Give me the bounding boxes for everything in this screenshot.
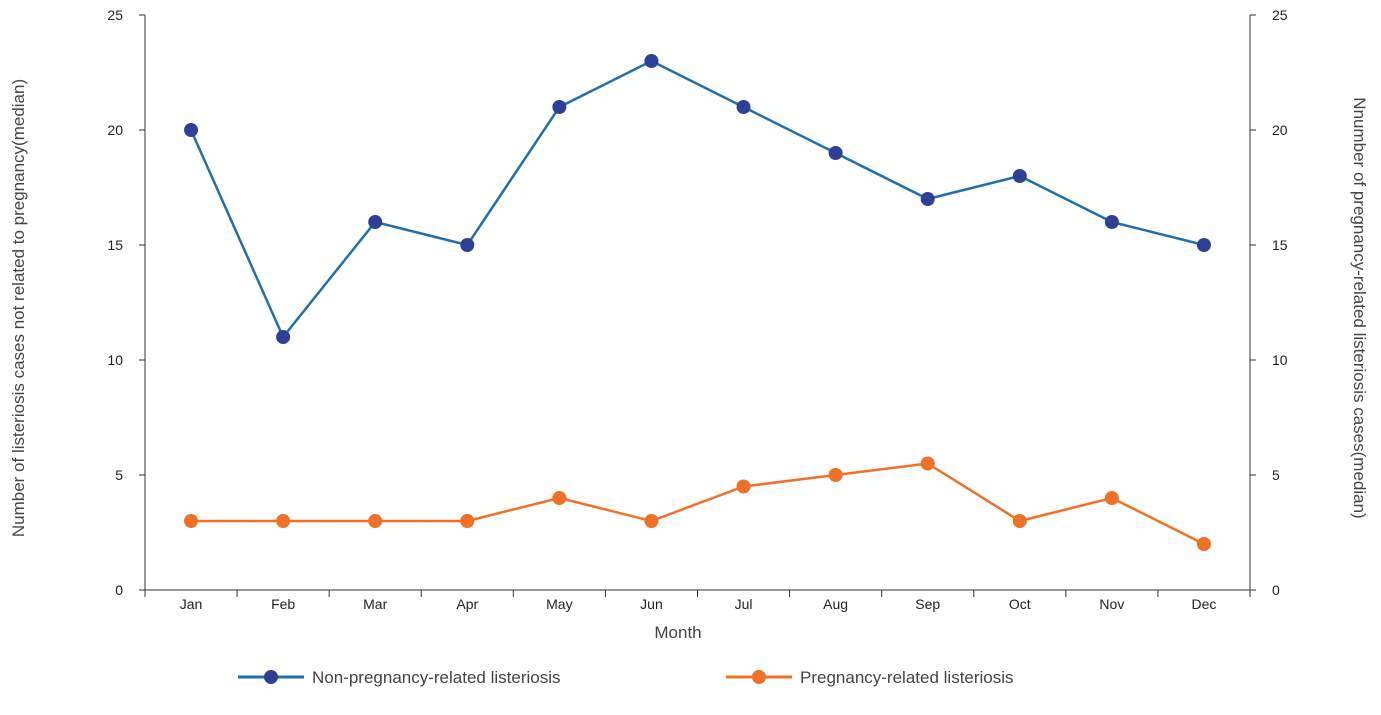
- data-point: [1012, 514, 1027, 528]
- right-y-tick-label: 20: [1272, 122, 1288, 138]
- legend-item-non-pregnancy: Non-pregnancy-related listeriosis: [238, 668, 561, 687]
- legend-swatch-marker: [264, 670, 278, 684]
- data-point: [736, 100, 751, 114]
- x-tick-label: Jun: [640, 596, 663, 612]
- right-y-tick-label: 0: [1272, 582, 1280, 598]
- data-point: [1196, 537, 1211, 551]
- legend-label: Non-pregnancy-related listeriosis: [312, 668, 561, 687]
- data-point: [644, 514, 659, 528]
- x-tick-label: May: [546, 596, 572, 612]
- left-y-tick-label: 5: [115, 467, 123, 483]
- data-point: [276, 330, 291, 344]
- left-y-tick-label: 15: [107, 237, 123, 253]
- right-y-tick-label: 5: [1272, 467, 1280, 483]
- x-tick-label: Feb: [271, 596, 295, 612]
- data-point: [276, 514, 291, 528]
- data-point: [1012, 169, 1027, 183]
- x-tick-label: Oct: [1009, 596, 1031, 612]
- data-point: [460, 238, 475, 252]
- left-axis-title: Number of listeriosis cases not related …: [9, 79, 28, 537]
- right-y-tick-label: 15: [1272, 237, 1288, 253]
- series-line-1: [191, 462, 1205, 546]
- series-line-0: [189, 59, 1205, 339]
- series-layer: [184, 54, 1211, 551]
- data-point: [552, 491, 567, 505]
- data-point: [184, 514, 199, 528]
- data-point: [368, 514, 383, 528]
- data-point: [828, 468, 843, 482]
- left-y-tick-label: 20: [107, 122, 123, 138]
- data-point: [644, 54, 659, 68]
- data-point: [920, 192, 935, 206]
- data-point: [828, 146, 843, 160]
- legend-label: Pregnancy-related listeriosis: [800, 668, 1014, 687]
- x-tick-label: Apr: [456, 596, 478, 612]
- legend: Non-pregnancy-related listeriosis Pregna…: [238, 668, 1014, 687]
- data-point: [1104, 215, 1119, 229]
- x-tick-label: Aug: [823, 596, 848, 612]
- x-tick-label: Dec: [1192, 596, 1217, 612]
- left-y-tick-label: 0: [115, 582, 123, 598]
- x-axis-title: Month: [654, 623, 701, 642]
- legend-swatch-marker: [752, 670, 766, 684]
- data-point: [920, 456, 935, 471]
- left-y-tick-label: 10: [107, 352, 123, 368]
- data-point: [736, 479, 751, 494]
- right-y-tick-label: 25: [1272, 7, 1288, 23]
- data-point: [1104, 491, 1119, 505]
- data-point: [368, 215, 383, 229]
- left-y-tick-label: 25: [107, 7, 123, 23]
- data-point: [184, 123, 199, 137]
- right-y-tick-label: 10: [1272, 352, 1288, 368]
- x-tick-label: Mar: [363, 596, 387, 612]
- data-point: [552, 100, 567, 114]
- x-tick-label: Jul: [735, 596, 753, 612]
- x-tick-label: Sep: [915, 596, 940, 612]
- right-axis-title: Nnumber of pregnancy-related listeriosis…: [1350, 97, 1369, 518]
- data-point: [1196, 238, 1211, 252]
- axes: 0 0 5 5 10 10 15 15 20 20 25 25 Jan Feb Mar Apr May Jun Ju…: [107, 7, 1287, 612]
- x-tick-label: Nov: [1099, 596, 1124, 612]
- legend-item-pregnancy: Pregnancy-related listeriosis: [726, 668, 1014, 687]
- data-point: [460, 514, 475, 528]
- x-tick-label: Jan: [180, 596, 203, 612]
